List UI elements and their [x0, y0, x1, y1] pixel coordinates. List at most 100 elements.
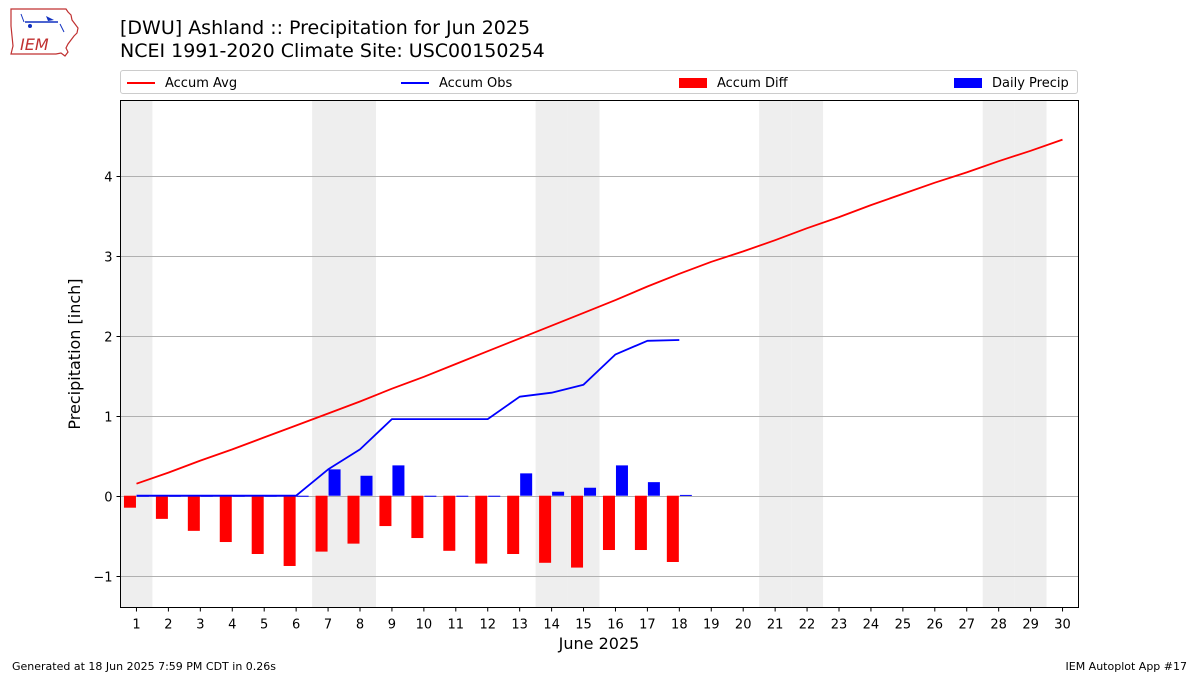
- accum-diff-bar-day-6: [283, 495, 296, 566]
- legend-item-daily-precip: Daily Precip: [954, 74, 1069, 92]
- iem-logo: IEM: [8, 6, 80, 60]
- accum-diff-bar-day-11: [443, 495, 456, 551]
- accum-obs-line: [136, 339, 680, 497]
- iem-logo-text: IEM: [20, 35, 49, 54]
- daily-precip-bar-day-15: [584, 487, 597, 496]
- chart-subtitle: NCEI 1991-2020 Climate Site: USC00150254: [120, 40, 545, 62]
- legend-label-accum-obs: Accum Obs: [439, 75, 513, 91]
- legend-item-accum-avg: Accum Avg: [127, 74, 237, 92]
- x-tick-label: 23: [831, 618, 848, 633]
- y-tick-label: 4: [104, 171, 112, 186]
- y-tick-label: 1: [104, 411, 112, 426]
- chart-title: [DWU] Ashland :: Precipitation for Jun 2…: [120, 17, 531, 39]
- daily-precip-bar-day-8: [360, 475, 373, 496]
- daily-precip-bar-day-6: [296, 495, 309, 497]
- lines-layer: [136, 138, 1063, 497]
- app-credit: IEM Autoplot App #17: [1065, 660, 1188, 673]
- accum-diff-bar-day-14: [539, 495, 552, 563]
- legend-swatch-accum-avg: [127, 82, 155, 84]
- daily-precip-bar-day-9: [392, 465, 405, 496]
- x-axis-label: June 2025: [558, 634, 640, 653]
- x-tick-label: 30: [1054, 618, 1071, 633]
- accum-diff-bar-day-1: [123, 495, 136, 508]
- daily-precip-bar-day-7: [328, 469, 341, 496]
- legend-item-accum-obs: Accum Obs: [401, 74, 512, 92]
- weekend-band-day-28: [982, 100, 1015, 608]
- plot-frame: [120, 100, 1079, 608]
- accum-diff-bar-day-18: [666, 495, 679, 562]
- chart-legend: Accum Avg Accum Obs Accum Diff Daily Pre…: [120, 70, 1078, 94]
- daily-precip-bar-day-14: [552, 491, 565, 496]
- accum-diff-bar-day-12: [475, 495, 488, 564]
- x-tick-label: 25: [895, 618, 912, 633]
- accum-diff-bar-day-3: [187, 495, 200, 531]
- accum-diff-bar-day-10: [411, 495, 424, 539]
- x-tick-label: 8: [356, 618, 364, 633]
- x-tick-label: 16: [607, 618, 624, 633]
- weekend-band-day-1: [120, 100, 153, 608]
- accum-diff-bar-day-5: [251, 495, 264, 555]
- daily-precip-bar-day-11: [456, 495, 469, 497]
- x-tick-label: 1: [132, 618, 140, 633]
- x-tick-label: 13: [511, 618, 528, 633]
- x-tick-label: 18: [671, 618, 688, 633]
- x-tick-label: 28: [990, 618, 1007, 633]
- legend-swatch-accum-diff: [679, 78, 707, 88]
- x-tick-label: 4: [228, 618, 236, 633]
- x-tick-label: 24: [863, 618, 880, 633]
- accum-diff-bar-day-17: [634, 495, 647, 551]
- x-tick-label: 7: [324, 618, 332, 633]
- x-tick-label: 11: [448, 618, 465, 633]
- x-tick-label: 17: [639, 618, 656, 633]
- daily-precip-bar-day-18: [679, 494, 692, 496]
- weekend-band-day-22: [791, 100, 824, 608]
- iowa-state-outline-logo-icon: IEM: [10, 8, 79, 57]
- daily-precip-bar-day-12: [488, 495, 501, 497]
- y-axis-label: Precipitation [inch]: [65, 278, 84, 429]
- y-tick-label: 0: [104, 491, 112, 506]
- x-tick-label: 3: [196, 618, 204, 633]
- legend-label-accum-avg: Accum Avg: [165, 75, 238, 91]
- y-tick-label: 3: [104, 251, 112, 266]
- accum-diff-bar-day-4: [219, 495, 232, 543]
- legend-label-accum-diff: Accum Diff: [717, 75, 788, 91]
- daily-precip-bar-day-17: [647, 482, 660, 496]
- accum-diff-bar-day-16: [602, 495, 615, 551]
- accum-diff-bar-day-9: [379, 495, 392, 527]
- x-tick-label: 29: [1022, 618, 1039, 633]
- accum-avg-line: [136, 138, 1063, 485]
- x-tick-label: 9: [388, 618, 396, 633]
- weekend-band-day-21: [759, 100, 792, 608]
- daily-precip-bar-day-10: [424, 495, 437, 497]
- x-tick-label: 19: [703, 618, 720, 633]
- legend-swatch-accum-obs: [401, 82, 429, 84]
- legend-swatch-daily-precip: [954, 78, 982, 88]
- x-tick-label: 2: [164, 618, 172, 633]
- accum-diff-bar-day-2: [155, 495, 168, 519]
- accum-diff-bar-day-13: [507, 495, 520, 555]
- x-tick-label: 12: [479, 618, 496, 633]
- legend-item-accum-diff: Accum Diff: [679, 74, 788, 92]
- x-tick-label: 26: [927, 618, 944, 633]
- legend-label-daily-precip: Daily Precip: [992, 75, 1069, 91]
- generated-timestamp: Generated at 18 Jun 2025 7:59 PM CDT in …: [12, 660, 277, 673]
- x-tick-label: 14: [543, 618, 560, 633]
- bars-layer: [123, 465, 692, 568]
- x-tick-label: 27: [958, 618, 975, 633]
- daily-precip-bar-day-13: [520, 473, 533, 496]
- weekend-band-day-29: [1014, 100, 1047, 608]
- x-tick-label: 5: [260, 618, 268, 633]
- x-tick-label: 10: [416, 618, 433, 633]
- x-tick-label: 22: [799, 618, 816, 633]
- y-tick-label: 2: [104, 331, 112, 346]
- daily-precip-bar-day-16: [615, 465, 628, 496]
- y-tick-label: −1: [93, 571, 112, 586]
- x-tick-label: 21: [767, 618, 784, 633]
- accum-diff-bar-day-15: [571, 495, 584, 568]
- accum-diff-bar-day-7: [315, 495, 328, 552]
- x-tick-label: 20: [735, 618, 752, 633]
- x-tick-label: 6: [292, 618, 300, 633]
- x-tick-label: 15: [575, 618, 592, 633]
